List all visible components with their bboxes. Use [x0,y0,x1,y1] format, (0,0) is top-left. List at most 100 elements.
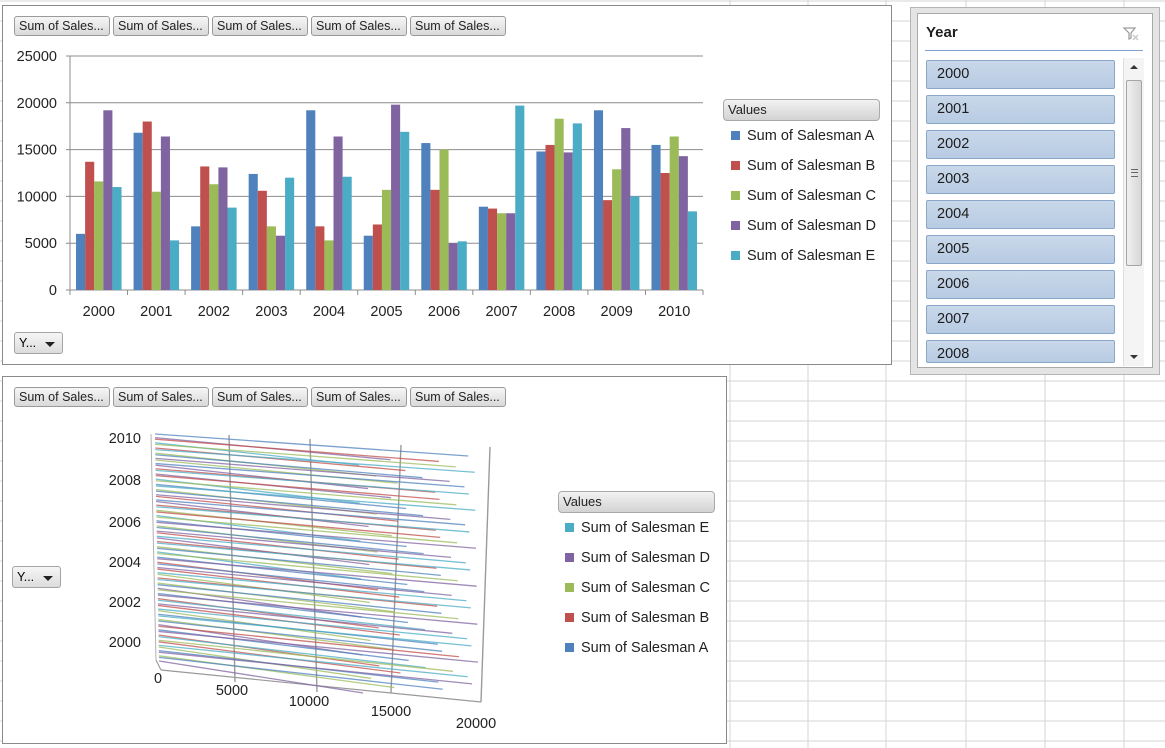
slicer-item-2001[interactable]: 2001 [926,95,1115,124]
field-button-value-2[interactable]: Sum of Sales... [113,387,209,407]
field-button-value-5[interactable]: Sum of Sales... [410,16,506,36]
bar-2001-4 [169,240,180,290]
legend-swatch-c [731,191,740,200]
field-button-value-1[interactable]: Sum of Sales... [14,16,110,36]
year-axis-field-button[interactable]: Y... [12,566,61,588]
x-gridline [390,444,402,694]
bar-streak [156,499,466,526]
bar-2000-1 [85,161,95,290]
slicer-item-2004[interactable]: 2004 [926,200,1115,229]
bar-2002-2 [209,184,219,290]
bar-2001-3 [160,136,170,290]
bar-2002-3 [218,167,228,290]
x-tick-label: 2007 [485,304,517,320]
bar-2009-4 [630,196,640,290]
bar-streak [155,474,440,501]
bar-2010-4 [687,211,697,290]
bar-2003-4 [285,177,295,290]
bar-2005-1 [372,224,382,290]
legend-label-b: Sum of Salesman B [747,158,876,174]
bar-streak [155,462,465,488]
bar-2001-2 [151,191,161,290]
legend-label-a: Sum of Salesman A [747,128,875,144]
dropdown-arrow-icon [43,576,53,581]
y-tick-label: 10000 [17,189,57,205]
slicer-scrollbar[interactable] [1123,58,1144,366]
legend-title[interactable]: Values [558,491,715,513]
field-button-value-2[interactable]: Sum of Sales... [113,16,209,36]
back-wall-edge [150,433,157,661]
bar-streak [155,457,450,483]
bar-2008-4 [572,123,582,290]
bar-2005-0 [363,235,373,290]
bar-streak [155,469,469,495]
bar-streak [155,480,457,506]
bar-streak [157,552,458,582]
slicer-item-2000[interactable]: 2000 [926,60,1115,89]
bar-2010-1 [660,173,670,290]
bar-streak [158,656,443,690]
bar-streak [158,625,460,658]
scroll-up-arrow-icon[interactable] [1124,58,1144,76]
y-tick-label: 25000 [17,49,57,65]
bar-streak [155,443,456,468]
legend-label-c: Sum of Salesman C [581,580,710,596]
bar-chart-3d[interactable]: Sum of Sales... Sum of Sales... Sum of S… [2,376,727,744]
bar-2002-1 [200,166,210,290]
scrollbar-thumb[interactable] [1126,80,1142,266]
column-chart[interactable]: Sum of Sales... Sum of Sales... Sum of S… [2,5,892,365]
year-slicer[interactable]: Year 2000 2001 2002 2003 2004 2005 2006 … [910,7,1160,375]
bar-2004-2 [324,240,334,290]
field-button-value-5[interactable]: Sum of Sales... [410,387,506,407]
legend-label-e: Sum of Salesman E [581,520,710,536]
legend-item-salesman-a: Sum of Salesman A [565,639,708,657]
legend-title[interactable]: Values [723,99,880,121]
field-button-value-4[interactable]: Sum of Sales... [311,16,407,36]
bar-2004-1 [315,226,325,290]
legend-swatch-e [731,251,740,260]
slicer-item-2008[interactable]: 2008 [926,340,1115,363]
bar-2003-1 [257,190,267,290]
slicer-item-2003[interactable]: 2003 [926,165,1115,194]
bar-2008-1 [545,144,555,290]
bar-2009-1 [603,200,613,290]
clear-filter-icon[interactable] [1123,26,1139,42]
bar-2008-3 [563,152,573,290]
legend-swatch-b [565,613,574,622]
bar-2000-2 [94,181,104,290]
y-tick-label: 5000 [25,236,57,252]
bar-streak [156,542,471,571]
field-button-value-4[interactable]: Sum of Sales... [311,387,407,407]
legend-swatch-a [565,643,574,652]
bar-2007-4 [515,105,525,290]
bar-2009-0 [593,110,604,291]
slicer-item-2007[interactable]: 2007 [926,305,1115,334]
bar-2001-1 [142,121,152,291]
field-button-value-3[interactable]: Sum of Sales... [212,16,308,36]
x-tick-label: 2004 [313,304,345,320]
x-gridline [309,438,318,693]
bar-streak [156,532,399,560]
bar-2005-4 [400,131,410,290]
bar-streak [155,464,369,490]
slicer-title: Year [926,24,958,41]
scroll-down-arrow-icon[interactable] [1124,348,1144,366]
bar-2008-2 [554,118,564,290]
x-tick-label: 2010 [658,304,690,320]
y-category-label: 2004 [109,555,141,571]
legend-item-salesman-d: Sum of Salesman D [731,217,876,235]
bar-streak [155,447,406,472]
bar-2002-4 [227,207,237,290]
field-button-value-1[interactable]: Sum of Sales... [14,387,110,407]
year-axis-field-button[interactable]: Y... [14,332,63,354]
bar-streak [157,566,452,596]
x-tick-label: 0 [154,671,162,687]
slicer-item-2005[interactable]: 2005 [926,235,1115,264]
x-tick-label: 2000 [83,304,115,320]
slicer-item-2002[interactable]: 2002 [926,130,1115,159]
bar-streak [157,589,459,620]
bar-2009-3 [621,128,631,290]
bar-2004-4 [342,176,352,290]
slicer-item-2006[interactable]: 2006 [926,270,1115,299]
field-button-value-3[interactable]: Sum of Sales... [212,387,308,407]
